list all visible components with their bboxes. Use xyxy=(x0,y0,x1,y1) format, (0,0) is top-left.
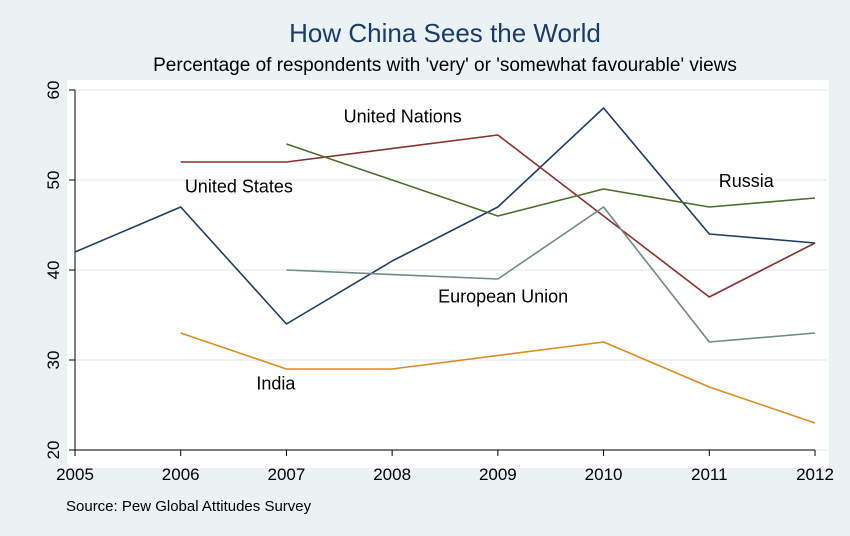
axes: 20 30 40 50 60 2005 2006 2007 2008 2009 2010 2011 20… xyxy=(44,81,834,484)
series-label: India xyxy=(256,374,296,394)
series-label: European Union xyxy=(438,286,568,306)
y-tick-label: 30 xyxy=(44,351,63,370)
y-tick-label: 40 xyxy=(44,261,63,280)
series-line-india xyxy=(180,332,816,424)
chart-subtitle: Percentage of respondents with 'very' or… xyxy=(153,55,737,76)
series-label: United States xyxy=(185,177,293,197)
chart-title: How China Sees the World xyxy=(289,18,601,48)
x-tick-label: 2011 xyxy=(691,465,728,484)
x-tick-label: 2005 xyxy=(56,465,94,484)
plot-area xyxy=(67,80,829,468)
y-tick-label: 20 xyxy=(44,441,63,460)
series-labels: United States United Nations Russia Europea… xyxy=(185,106,775,393)
x-tick-label: 2007 xyxy=(268,465,306,484)
series-line-united-states xyxy=(74,107,816,325)
series-label: United Nations xyxy=(344,106,462,126)
series-line-united-nations xyxy=(180,134,816,298)
x-tick-label: 2012 xyxy=(796,465,834,484)
x-tick-label: 2006 xyxy=(162,465,200,484)
series-label: Russia xyxy=(719,171,775,191)
x-tick-label: 2008 xyxy=(373,465,411,484)
x-tick-label: 2010 xyxy=(585,465,623,484)
series-line-european-union xyxy=(286,206,816,343)
y-tick-label: 50 xyxy=(44,171,63,190)
series-lines xyxy=(74,107,816,424)
source-note: Source: Pew Global Attitudes Survey xyxy=(66,498,312,515)
x-tick-label: 2009 xyxy=(479,465,517,484)
y-tick-label: 60 xyxy=(44,81,63,100)
series-line-russia xyxy=(286,143,816,217)
